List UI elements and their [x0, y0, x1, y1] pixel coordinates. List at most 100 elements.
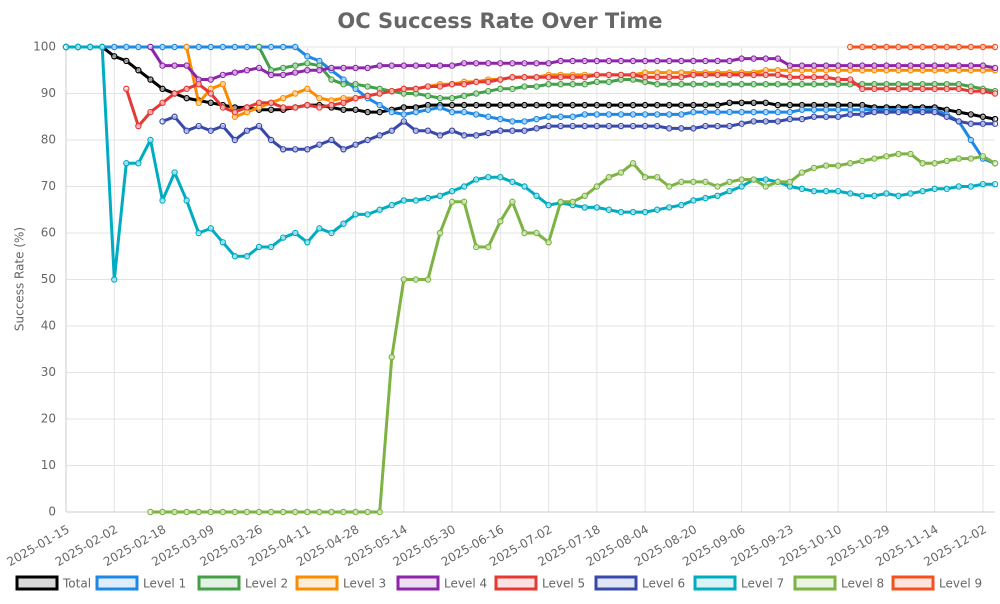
- data-point: [448, 94, 456, 102]
- data-point: [641, 111, 649, 118]
- y-tick-label: 50: [41, 272, 56, 286]
- data-point: [424, 276, 432, 283]
- data-point: [678, 80, 685, 88]
- data-point: [653, 57, 661, 65]
- data-point: [195, 99, 202, 107]
- data-point: [352, 80, 359, 88]
- data-point: [690, 197, 697, 204]
- data-point: [762, 80, 769, 88]
- data-point: [569, 80, 576, 88]
- data-point: [545, 201, 552, 209]
- data-point: [485, 101, 492, 109]
- data-point: [412, 85, 420, 93]
- data-point: [304, 60, 311, 67]
- y-tick-label: 80: [41, 133, 56, 147]
- data-point: [183, 508, 190, 516]
- data-point: [871, 43, 878, 51]
- data-point: [292, 43, 299, 51]
- data-point: [991, 43, 999, 51]
- data-point: [714, 183, 721, 190]
- data-point: [991, 180, 999, 188]
- data-point: [641, 122, 649, 130]
- data-point: [473, 111, 480, 118]
- data-point: [279, 94, 287, 102]
- data-point: [292, 146, 299, 153]
- y-tick-label: 10: [41, 458, 56, 472]
- data-point: [593, 78, 601, 86]
- data-point: [726, 99, 733, 107]
- data-point: [774, 118, 782, 125]
- data-point: [979, 180, 987, 188]
- data-point: [159, 99, 166, 107]
- data-point: [847, 62, 854, 69]
- data-point: [907, 150, 914, 158]
- data-point: [822, 106, 830, 113]
- data-point: [159, 43, 166, 51]
- legend-swatch: [295, 575, 339, 591]
- data-point: [798, 185, 806, 193]
- data-point: [424, 62, 432, 69]
- data-point: [738, 108, 745, 116]
- data-point: [979, 120, 987, 127]
- data-point: [473, 78, 480, 86]
- data-point: [955, 62, 963, 69]
- data-point: [219, 80, 227, 88]
- data-point: [123, 160, 130, 167]
- data-point: [304, 508, 311, 516]
- data-point: [448, 101, 456, 109]
- data-point: [171, 43, 178, 51]
- data-point: [292, 69, 299, 76]
- data-point: [497, 85, 504, 93]
- series: [847, 43, 999, 51]
- data-point: [714, 101, 721, 109]
- data-point: [907, 43, 914, 51]
- data-point: [883, 108, 890, 116]
- data-point: [931, 160, 938, 167]
- data-point: [448, 198, 456, 206]
- data-point: [557, 80, 564, 88]
- data-point: [750, 108, 757, 116]
- data-point: [123, 57, 130, 65]
- data-point: [991, 160, 999, 167]
- data-point: [448, 108, 456, 116]
- data-point: [255, 122, 263, 130]
- data-point: [424, 127, 432, 134]
- data-point: [653, 80, 661, 88]
- data-point: [460, 60, 468, 67]
- data-point: [798, 74, 806, 81]
- data-point: [123, 43, 130, 51]
- data-point: [111, 276, 118, 283]
- data-point: [135, 122, 142, 130]
- data-point: [786, 74, 794, 81]
- data-point: [497, 115, 504, 123]
- data-point: [581, 122, 588, 130]
- data-point: [460, 92, 468, 100]
- data-point: [364, 508, 371, 516]
- data-point: [364, 64, 371, 72]
- data-point: [653, 74, 661, 81]
- chart-title: OC Success Rate Over Time: [337, 9, 662, 33]
- data-point: [955, 155, 963, 162]
- data-point: [509, 85, 516, 93]
- data-point: [931, 43, 938, 51]
- data-point: [62, 43, 70, 51]
- data-point: [714, 80, 721, 88]
- data-point: [810, 113, 818, 120]
- data-point: [569, 113, 576, 120]
- data-point: [581, 111, 588, 118]
- legend-swatch: [15, 575, 59, 591]
- data-point: [267, 508, 275, 516]
- data-point: [279, 71, 287, 79]
- legend-swatch: [494, 575, 538, 591]
- data-point: [895, 62, 902, 69]
- data-point: [412, 127, 420, 134]
- data-point: [328, 229, 335, 237]
- legend-label: Level 6: [642, 577, 685, 591]
- data-point: [183, 62, 190, 69]
- data-point: [883, 62, 890, 69]
- data-point: [86, 43, 94, 51]
- data-point: [738, 99, 745, 107]
- data-point: [243, 253, 251, 260]
- data-point: [726, 122, 733, 130]
- data-point: [340, 146, 347, 153]
